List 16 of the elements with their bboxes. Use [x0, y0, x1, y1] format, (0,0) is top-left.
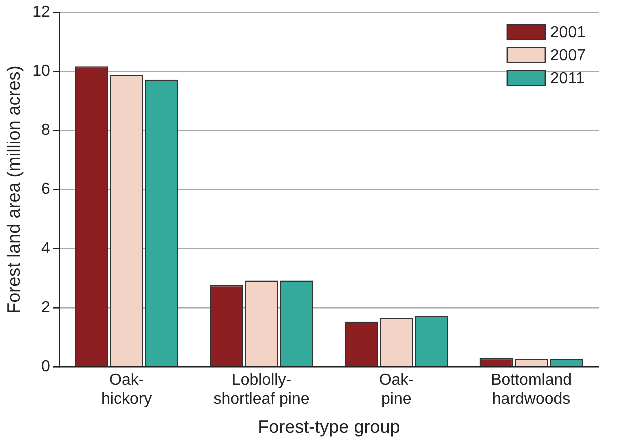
x-tick-label: Loblolly-shortleaf pine — [214, 372, 310, 408]
y-tick-label: 2 — [41, 299, 50, 316]
y-tick-label: 12 — [32, 4, 50, 22]
legend-label: 2007 — [550, 48, 586, 65]
y-tick-label: 8 — [41, 122, 50, 140]
x-tick-label: Oak-pine — [379, 372, 414, 408]
legend-label: 2001 — [550, 24, 586, 42]
y-tick-label: 6 — [41, 181, 50, 198]
y-tick-label: 10 — [32, 63, 50, 80]
y-tick-label: 4 — [41, 240, 50, 258]
x-axis-title: Forest-type group — [258, 417, 400, 438]
legend-label: 2011 — [550, 70, 585, 88]
x-tick-label: Oak-hickory — [102, 372, 152, 408]
x-tick-label: Bottomland hardwoods — [491, 372, 572, 408]
y-tick-label: 0 — [41, 358, 50, 376]
y-axis-title: Forest land area (million acres) — [4, 66, 24, 314]
